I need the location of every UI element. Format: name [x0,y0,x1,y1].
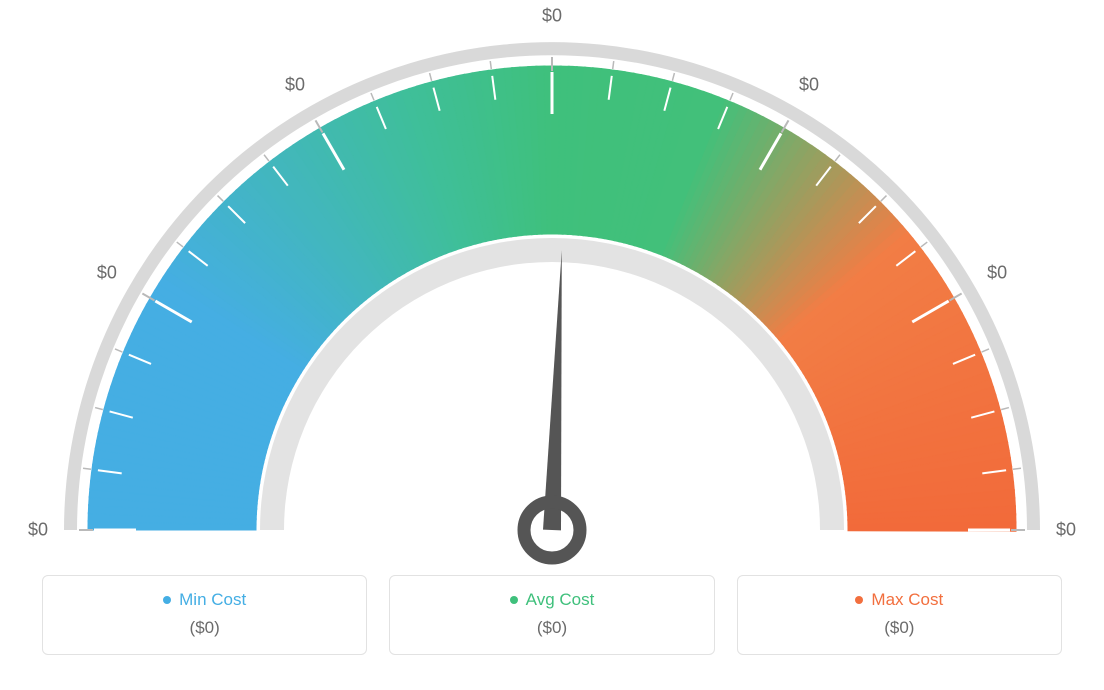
legend-card-avg: Avg Cost ($0) [389,575,714,655]
gauge-tick-label: $0 [799,74,819,95]
gauge-tick-label: $0 [542,6,562,27]
gauge-tick-label: $0 [1056,520,1076,541]
legend-row: Min Cost ($0) Avg Cost ($0) Max Cost ($0… [42,575,1062,655]
legend-title-max: Max Cost [855,590,943,610]
legend-card-min: Min Cost ($0) [42,575,367,655]
legend-dot-min [163,596,171,604]
gauge-tick-label: $0 [285,74,305,95]
legend-title-min: Min Cost [163,590,246,610]
legend-title-avg: Avg Cost [510,590,595,610]
legend-value-max: ($0) [748,618,1051,638]
legend-label-avg: Avg Cost [526,590,595,610]
legend-dot-max [855,596,863,604]
gauge-svg [0,0,1104,570]
gauge-area: $0 $0 $0 $0 $0 $0 $0 [0,0,1104,570]
legend-value-min: ($0) [53,618,356,638]
gauge-tick-label: $0 [28,520,48,541]
gauge-tick-label: $0 [987,263,1007,284]
legend-label-max: Max Cost [871,590,943,610]
legend-label-min: Min Cost [179,590,246,610]
legend-card-max: Max Cost ($0) [737,575,1062,655]
legend-dot-avg [510,596,518,604]
gauge-tick-label: $0 [97,263,117,284]
gauge-chart-container: $0 $0 $0 $0 $0 $0 $0 Min Cost ($0) Avg Cost ($… [0,0,1104,690]
legend-value-avg: ($0) [400,618,703,638]
